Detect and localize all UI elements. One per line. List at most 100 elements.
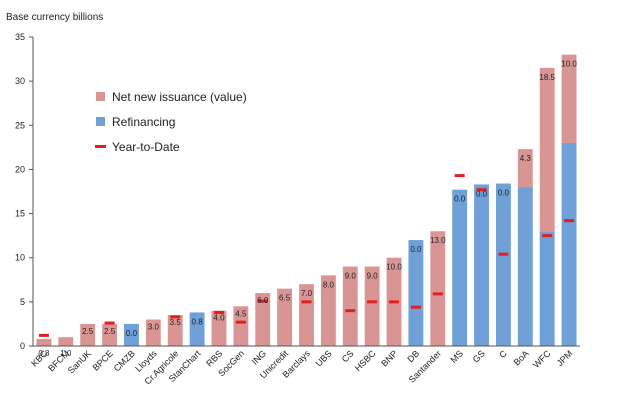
ytd-marker bbox=[432, 292, 443, 296]
x-category-label: CMZB bbox=[112, 348, 137, 373]
bar-net-new-issuance bbox=[102, 323, 118, 346]
bar-data-label: 6.5 bbox=[279, 294, 291, 303]
bar-net-new-issuance bbox=[145, 319, 161, 346]
y-tick-label: 10 bbox=[15, 253, 25, 263]
bar-refinancing bbox=[495, 183, 511, 346]
bar-data-label: 0.0 bbox=[498, 189, 510, 198]
legend-swatch-net-new-issuance bbox=[96, 92, 105, 101]
bar-data-label: 10.0 bbox=[561, 60, 577, 69]
bar-data-label: 3.0 bbox=[148, 323, 160, 332]
x-category-label: WFC bbox=[531, 348, 553, 370]
bar-data-label: 4.0 bbox=[213, 314, 225, 323]
bar-refinancing bbox=[408, 240, 424, 346]
bar-data-label: 4.5 bbox=[235, 309, 247, 318]
bar-net-new-issuance bbox=[80, 323, 96, 346]
bar-net-new-issuance bbox=[517, 149, 533, 188]
y-tick-label: 15 bbox=[15, 209, 25, 219]
data-labels-layer: 0.8 1.0 2.5 2.5 0.0 3.0 3.5 0.8 4.0 4.5 6.0 6.5 7.0 8… bbox=[38, 60, 577, 358]
ytd-marker bbox=[345, 309, 356, 313]
ytd-marker bbox=[367, 300, 378, 304]
ytd-marker bbox=[301, 300, 312, 304]
ytd-marker bbox=[104, 321, 115, 325]
x-category-label: GS bbox=[471, 348, 487, 364]
ytd-marker bbox=[542, 234, 553, 238]
bar-net-new-issuance bbox=[211, 310, 227, 346]
bar-data-label: 8.0 bbox=[323, 280, 335, 289]
x-category-label: BNP bbox=[379, 348, 399, 368]
ytd-marker bbox=[476, 188, 487, 192]
bar-data-label: 7.0 bbox=[301, 289, 313, 298]
bar-data-label: 0.0 bbox=[454, 195, 466, 204]
legend-label-net-new-issuance: Net new issuance (value) bbox=[112, 90, 247, 104]
bar-net-new-issuance bbox=[167, 315, 183, 346]
x-category-label: CS bbox=[340, 348, 356, 364]
ytd-marker bbox=[389, 300, 400, 304]
bar-data-label: 18.5 bbox=[539, 73, 555, 82]
x-category-label: C bbox=[497, 348, 509, 360]
bar-data-label: 4.3 bbox=[520, 154, 532, 163]
bar-net-new-issuance bbox=[277, 288, 293, 346]
bar-refinancing bbox=[539, 231, 555, 346]
bar-data-label: 9.0 bbox=[345, 272, 357, 281]
y-tick-label: 25 bbox=[15, 120, 25, 130]
bar-data-label: 0.0 bbox=[410, 245, 422, 254]
bar-net-new-issuance bbox=[233, 306, 249, 346]
bar-net-new-issuance bbox=[320, 275, 336, 346]
ytd-marker bbox=[564, 219, 575, 223]
ytd-marker bbox=[38, 333, 49, 337]
bar-data-label: 2.5 bbox=[104, 327, 116, 336]
bar-data-label: 10.0 bbox=[386, 263, 402, 272]
bar-net-new-issuance bbox=[58, 337, 74, 346]
x-category-label: MS bbox=[448, 348, 465, 365]
y-tick-label: 5 bbox=[20, 297, 25, 307]
legend-label-year-to-date: Year-to-Date bbox=[112, 140, 180, 154]
ytd-marker bbox=[235, 320, 246, 324]
bar-data-label: 6.0 bbox=[257, 296, 269, 305]
x-category-label: JPM bbox=[555, 348, 575, 368]
x-category-label: UBS bbox=[314, 348, 334, 368]
x-category-label: BoA bbox=[512, 348, 531, 367]
bar-net-new-issuance bbox=[561, 54, 577, 143]
y-tick-label: 35 bbox=[15, 32, 25, 42]
y-axis-ticks: 0 5 10 15 20 25 30 35 bbox=[15, 32, 33, 351]
bar-refinancing bbox=[189, 312, 205, 346]
bar-data-label: 13.0 bbox=[430, 236, 446, 245]
bar-data-label: 0.0 bbox=[126, 329, 138, 338]
bar-data-label: 0.8 bbox=[38, 349, 50, 358]
x-category-label: DB bbox=[405, 348, 421, 364]
bar-net-new-issuance bbox=[430, 231, 446, 346]
bar-net-new-issuance bbox=[36, 338, 52, 346]
legend-swatch-refinancing bbox=[96, 117, 105, 126]
bar-net-new-issuance bbox=[299, 284, 314, 346]
bar-data-label: 0.0 bbox=[476, 189, 488, 198]
bar-refinancing bbox=[124, 323, 139, 346]
bar-data-label: 0.8 bbox=[192, 317, 204, 326]
ytd-marker bbox=[213, 310, 224, 314]
y-tick-label: 30 bbox=[15, 76, 25, 86]
bar-data-label: 2.5 bbox=[82, 327, 94, 336]
bar-net-new-issuance bbox=[342, 266, 358, 346]
y-axis-unit-label: Base currency billions bbox=[6, 12, 103, 23]
bar-net-new-issuance bbox=[364, 266, 380, 346]
bar-data-label: 9.0 bbox=[367, 272, 379, 281]
legend-label-refinancing: Refinancing bbox=[112, 115, 175, 129]
bars-layer bbox=[36, 54, 577, 346]
ytd-marker bbox=[498, 252, 509, 256]
x-category-label: BPCE bbox=[91, 348, 115, 372]
bar-refinancing bbox=[517, 187, 533, 346]
x-category-label: ING bbox=[250, 348, 268, 366]
bar-refinancing bbox=[561, 142, 577, 346]
legend: Net new issuance (value) Refinancing Yea… bbox=[95, 90, 247, 154]
ytd-marker bbox=[257, 299, 268, 303]
legend-swatch-year-to-date bbox=[95, 145, 106, 148]
bar-refinancing bbox=[452, 189, 468, 346]
bar-refinancing bbox=[474, 184, 489, 346]
y-tick-label: 20 bbox=[15, 164, 25, 174]
x-category-label: HSBC bbox=[353, 348, 378, 373]
ytd-marker bbox=[170, 315, 181, 319]
bar-data-label: 3.5 bbox=[170, 318, 182, 327]
bar-data-label: 1.0 bbox=[60, 349, 72, 358]
x-axis-labels: KBCBFCMSanUKBPCECMZBLloydsCr.AgricoleSta… bbox=[29, 348, 574, 387]
